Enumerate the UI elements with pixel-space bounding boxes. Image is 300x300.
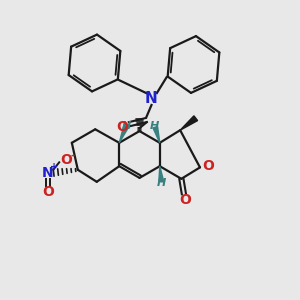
Text: O: O — [202, 159, 214, 173]
Text: N: N — [145, 91, 158, 106]
Text: O: O — [42, 185, 54, 199]
Text: H: H — [122, 121, 131, 131]
Text: +: + — [50, 162, 59, 172]
Polygon shape — [153, 127, 160, 143]
Text: O: O — [116, 120, 128, 134]
Polygon shape — [180, 116, 198, 130]
Polygon shape — [159, 166, 164, 182]
Text: -: - — [70, 151, 74, 161]
Text: H: H — [150, 121, 159, 131]
Text: H: H — [157, 178, 167, 188]
Polygon shape — [119, 126, 128, 143]
Text: N: N — [42, 166, 54, 180]
Text: O: O — [179, 194, 191, 207]
Text: O: O — [60, 153, 72, 167]
